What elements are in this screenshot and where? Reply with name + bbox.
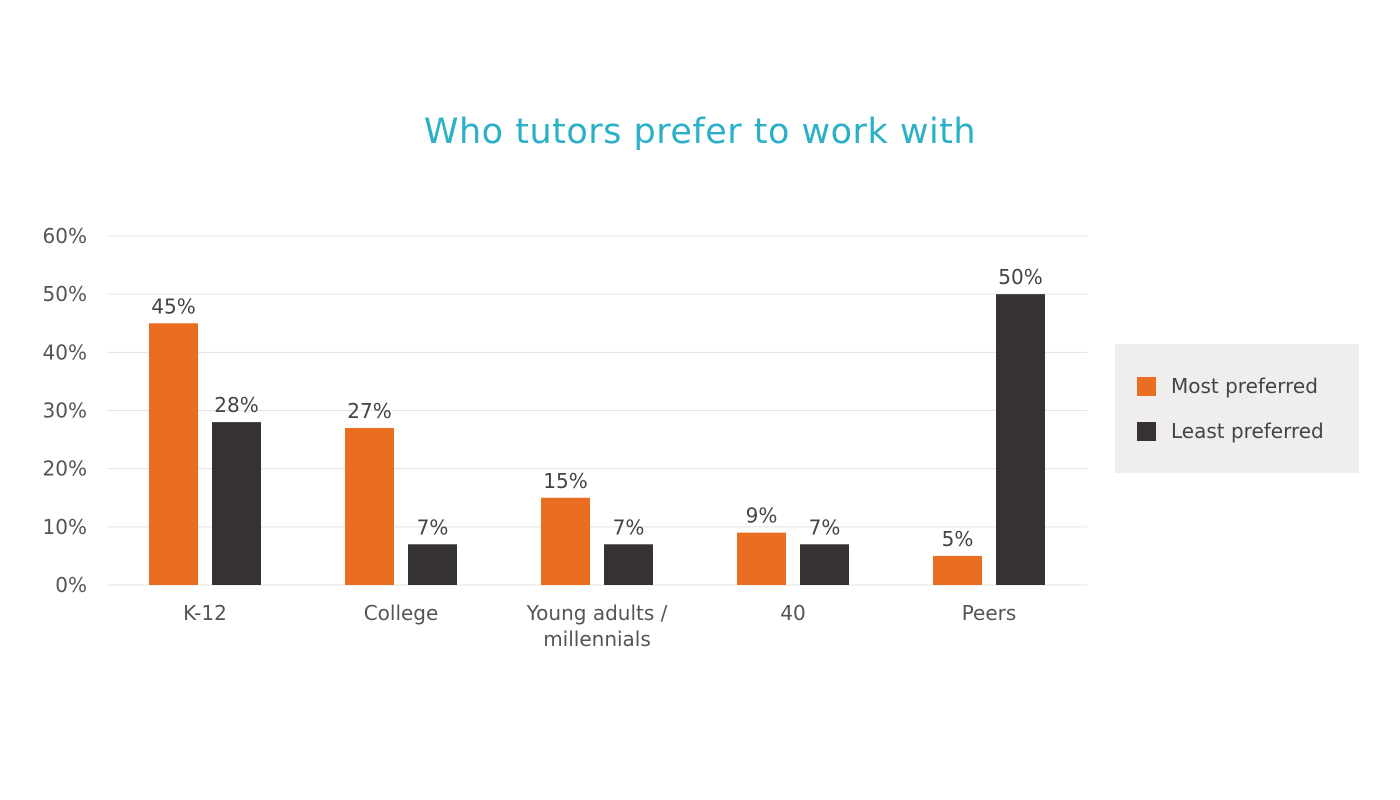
bar	[149, 323, 198, 585]
y-tick-label: 30%	[43, 399, 87, 423]
bar	[541, 497, 590, 585]
y-tick-label: 40%	[43, 340, 87, 364]
legend-item-most-preferred: Most preferred	[1137, 374, 1318, 398]
data-labels: 45% 27% 15% 9% 5% 28% 7% 7% 7% 50%	[151, 265, 1042, 551]
bar	[800, 544, 849, 585]
y-tick-label: 60%	[43, 224, 87, 248]
x-tick-label-line: College	[364, 601, 439, 625]
bars	[149, 294, 1045, 585]
data-label: 50%	[998, 265, 1042, 289]
legend: Most preferred Least preferred	[1115, 344, 1359, 473]
data-label: 28%	[214, 393, 258, 417]
data-label: 9%	[746, 504, 778, 528]
x-tick-label-line: Peers	[962, 601, 1017, 625]
x-tick-label-line: 40	[780, 601, 805, 625]
y-tick-label: 50%	[43, 282, 87, 306]
x-tick-label: Peers	[962, 601, 1017, 625]
x-tick-label: Young adults / millennials	[526, 601, 668, 651]
bar	[933, 555, 982, 585]
bar	[408, 544, 457, 585]
data-label: 45%	[151, 294, 195, 318]
x-tick-label: K-12	[183, 601, 227, 625]
legend-swatch-least-preferred	[1137, 421, 1156, 441]
bar	[604, 544, 653, 585]
chart-title: Who tutors prefer to work with	[423, 112, 977, 152]
x-tick-label-line: K-12	[183, 601, 227, 625]
y-tick-label: 0%	[55, 573, 87, 597]
data-label: 7%	[809, 515, 841, 539]
x-tick-label-line: millennials	[543, 627, 651, 651]
bar	[345, 427, 394, 585]
y-tick-label: 20%	[43, 457, 87, 481]
y-axis-tick-labels: 0% 10% 20% 30% 40% 50% 60%	[43, 224, 87, 597]
legend-label-least-preferred: Least preferred	[1171, 419, 1324, 443]
data-label: 15%	[543, 469, 587, 493]
legend-item-least-preferred: Least preferred	[1137, 419, 1324, 443]
legend-swatch-most-preferred	[1137, 376, 1156, 396]
x-tick-label: 40	[780, 601, 805, 625]
x-tick-label-line: Young adults /	[526, 601, 668, 625]
y-tick-label: 10%	[43, 515, 87, 539]
data-label: 7%	[613, 515, 645, 539]
data-label: 7%	[417, 515, 449, 539]
bar	[996, 294, 1045, 585]
data-label: 5%	[942, 527, 974, 551]
x-axis-tick-labels: K-12 College Young adults / millennials 40 Pe…	[183, 601, 1016, 651]
gridlines	[107, 235, 1087, 586]
data-label: 27%	[347, 399, 391, 423]
x-tick-label: College	[364, 601, 439, 625]
legend-label-most-preferred: Most preferred	[1171, 374, 1318, 398]
bar	[212, 422, 261, 585]
bar	[737, 532, 786, 585]
